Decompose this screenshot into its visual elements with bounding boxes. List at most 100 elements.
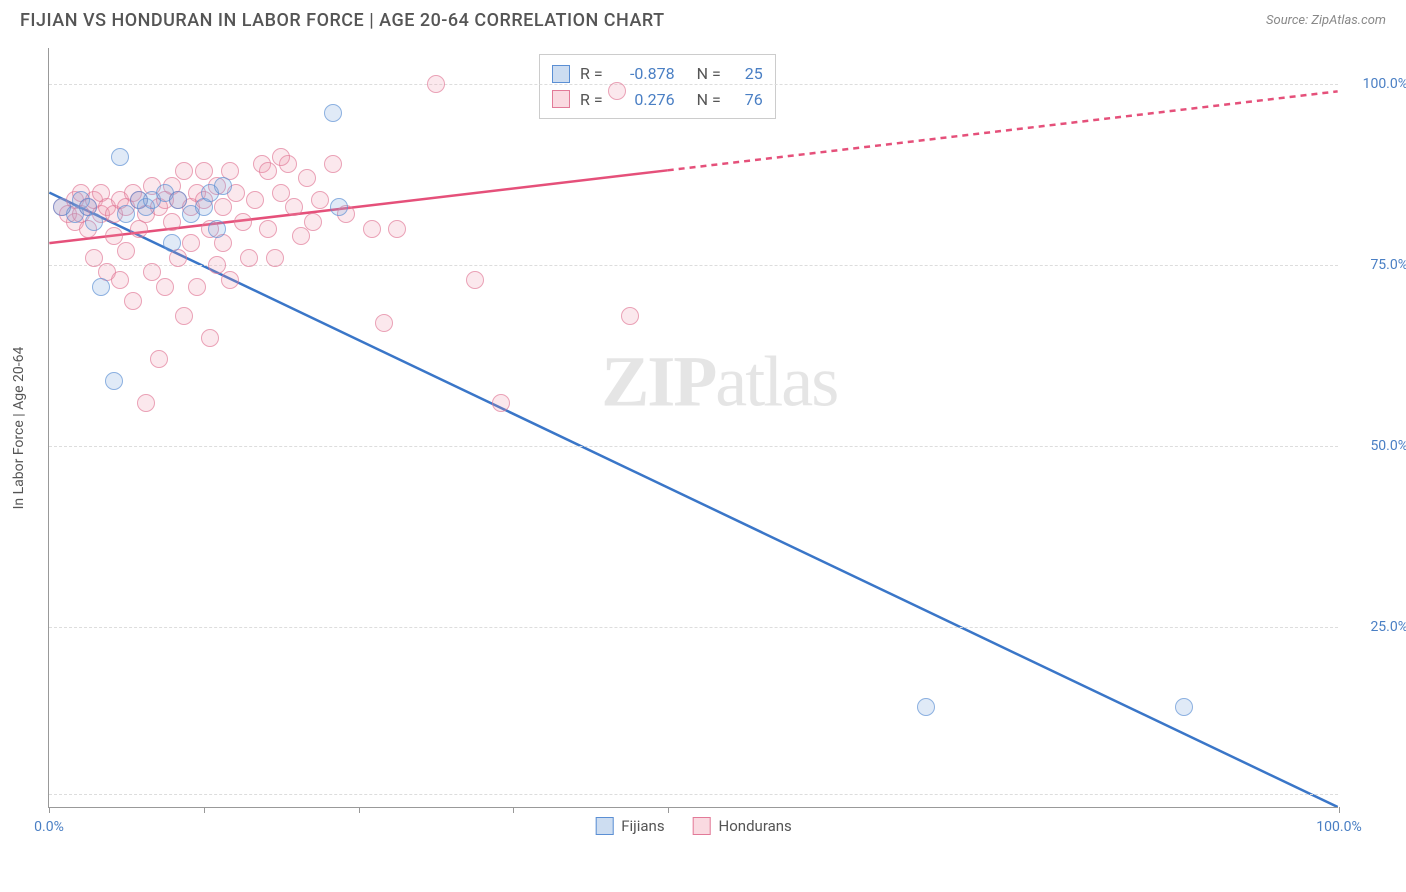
correlation-legend: R =-0.878N =25R =0.276N =76 — [539, 54, 776, 119]
gridline — [49, 446, 1338, 447]
scatter-point-honduran — [272, 148, 290, 166]
watermark-atlas: atlas — [715, 341, 837, 421]
y-tick-label: 25.0% — [1370, 619, 1406, 635]
x-tick — [359, 807, 360, 813]
legend-n-value: 25 — [731, 61, 763, 87]
source-attribution: Source: ZipAtlas.com — [1266, 13, 1386, 28]
scatter-point-honduran — [124, 292, 142, 310]
scatter-point-honduran — [304, 213, 322, 231]
scatter-point-honduran — [266, 249, 284, 267]
scatter-point-honduran — [608, 82, 626, 100]
scatter-point-honduran — [240, 249, 258, 267]
scatter-point-honduran — [137, 394, 155, 412]
scatter-point-fijian — [163, 234, 181, 252]
x-tick — [1339, 807, 1340, 813]
scatter-point-fijian — [117, 205, 135, 223]
scatter-point-fijian — [917, 698, 935, 716]
scatter-point-fijian — [85, 213, 103, 231]
scatter-point-honduran — [201, 329, 219, 347]
scatter-point-honduran — [492, 394, 510, 412]
scatter-point-honduran — [246, 191, 264, 209]
header: FIJIAN VS HONDURAN IN LABOR FORCE | AGE … — [0, 0, 1406, 37]
legend-n-label: N = — [697, 87, 721, 113]
scatter-point-honduran — [427, 75, 445, 93]
x-tick — [513, 807, 514, 813]
scatter-point-honduran — [292, 227, 310, 245]
scatter-point-honduran — [111, 271, 129, 289]
legend-row: R =0.276N =76 — [552, 87, 763, 113]
x-tick-label: 100.0% — [1316, 819, 1361, 835]
gridline — [49, 794, 1338, 795]
gridline — [49, 84, 1338, 85]
legend-swatch-pink — [693, 817, 711, 835]
scatter-point-fijian — [111, 148, 129, 166]
scatter-point-honduran — [214, 198, 232, 216]
scatter-point-honduran — [175, 307, 193, 325]
scatter-point-honduran — [156, 278, 174, 296]
gridline — [49, 265, 1338, 266]
series-legend-item: Hondurans — [693, 817, 792, 835]
series-legend-item: Fijians — [595, 817, 664, 835]
chart-container: In Labor Force | Age 20-64 ZIPatlas R =-… — [48, 48, 1388, 838]
y-tick-label: 50.0% — [1370, 438, 1406, 454]
scatter-point-fijian — [92, 278, 110, 296]
scatter-point-fijian — [330, 198, 348, 216]
x-tick — [49, 807, 50, 813]
scatter-point-fijian — [169, 191, 187, 209]
scatter-point-honduran — [195, 162, 213, 180]
scatter-point-honduran — [388, 220, 406, 238]
scatter-point-fijian — [324, 104, 342, 122]
scatter-point-honduran — [375, 314, 393, 332]
scatter-point-fijian — [1175, 698, 1193, 716]
legend-swatch-blue — [595, 817, 613, 835]
scatter-point-honduran — [175, 162, 193, 180]
scatter-point-honduran — [259, 220, 277, 238]
scatter-point-honduran — [221, 271, 239, 289]
scatter-point-honduran — [363, 220, 381, 238]
scatter-point-honduran — [234, 213, 252, 231]
y-axis-label: In Labor Force | Age 20-64 — [11, 346, 27, 509]
scatter-point-honduran — [208, 256, 226, 274]
series-legend: Fijians Hondurans — [595, 817, 792, 835]
scatter-point-honduran — [150, 350, 168, 368]
x-tick — [204, 807, 205, 813]
plot-area: In Labor Force | Age 20-64 ZIPatlas R =-… — [48, 48, 1338, 808]
legend-n-value: 76 — [731, 87, 763, 113]
scatter-point-honduran — [466, 271, 484, 289]
x-tick-label: 0.0% — [34, 819, 64, 835]
scatter-point-honduran — [621, 307, 639, 325]
scatter-point-fijian — [208, 220, 226, 238]
scatter-point-honduran — [272, 184, 290, 202]
scatter-point-honduran — [85, 249, 103, 267]
scatter-point-fijian — [214, 177, 232, 195]
legend-n-label: N = — [697, 61, 721, 87]
scatter-point-honduran — [117, 242, 135, 260]
legend-row: R = -0.878 N = 25 — [552, 61, 763, 87]
scatter-point-fijian — [105, 372, 123, 390]
scatter-point-honduran — [105, 227, 123, 245]
series-legend-label: Hondurans — [719, 817, 792, 835]
scatter-point-honduran — [143, 263, 161, 281]
y-tick-label: 100.0% — [1363, 76, 1406, 92]
x-tick — [668, 807, 669, 813]
scatter-point-honduran — [163, 213, 181, 231]
scatter-point-honduran — [285, 198, 303, 216]
watermark-zip: ZIP — [601, 341, 715, 421]
legend-swatch-pink — [552, 90, 570, 108]
gridline — [49, 627, 1338, 628]
scatter-point-honduran — [259, 162, 277, 180]
legend-swatch-blue — [552, 65, 570, 83]
series-legend-label: Fijians — [621, 817, 664, 835]
scatter-point-honduran — [298, 169, 316, 187]
scatter-point-honduran — [182, 234, 200, 252]
scatter-point-honduran — [311, 191, 329, 209]
chart-title: FIJIAN VS HONDURAN IN LABOR FORCE | AGE … — [20, 10, 665, 31]
y-tick-label: 75.0% — [1370, 257, 1406, 273]
watermark: ZIPatlas — [601, 340, 837, 423]
legend-r-value: -0.878 — [613, 61, 675, 87]
scatter-point-honduran — [324, 155, 342, 173]
legend-r-label: R = — [580, 61, 603, 87]
scatter-point-honduran — [188, 278, 206, 296]
regression-lines — [49, 48, 1338, 807]
legend-r-label: R = — [580, 87, 603, 113]
